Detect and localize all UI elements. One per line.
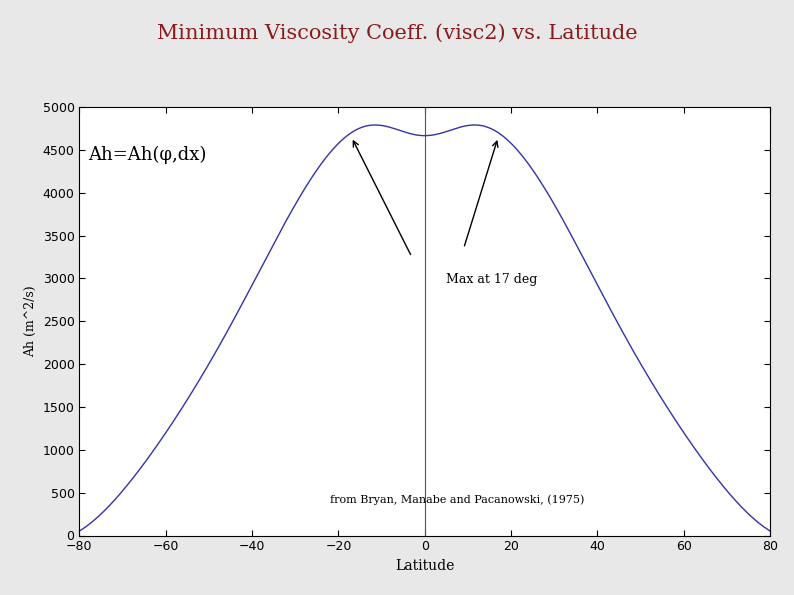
Text: Max at 17 deg: Max at 17 deg xyxy=(446,273,538,286)
Text: Ah=Ah(φ,dx): Ah=Ah(φ,dx) xyxy=(88,146,206,164)
Text: from Bryan, Manabe and Pacanowski, (1975): from Bryan, Manabe and Pacanowski, (1975… xyxy=(330,494,584,505)
Text: Minimum Viscosity Coeff. (visc2) vs. Latitude: Minimum Viscosity Coeff. (visc2) vs. Lat… xyxy=(156,24,638,43)
Y-axis label: Ah (m^2/s): Ah (m^2/s) xyxy=(24,286,37,357)
X-axis label: Latitude: Latitude xyxy=(395,559,454,573)
